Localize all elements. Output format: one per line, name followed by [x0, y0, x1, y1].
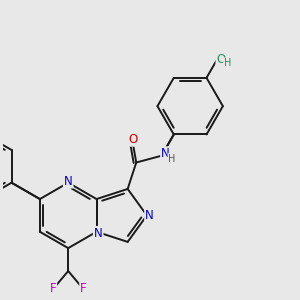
- Text: H: H: [168, 154, 176, 164]
- Text: N: N: [94, 227, 103, 240]
- Text: N: N: [145, 209, 154, 222]
- Text: O: O: [128, 133, 137, 146]
- Text: N: N: [161, 147, 170, 160]
- Text: O: O: [216, 53, 226, 66]
- Text: F: F: [50, 282, 56, 296]
- Text: H: H: [224, 58, 231, 68]
- Text: N: N: [64, 175, 73, 188]
- Text: F: F: [80, 282, 87, 296]
